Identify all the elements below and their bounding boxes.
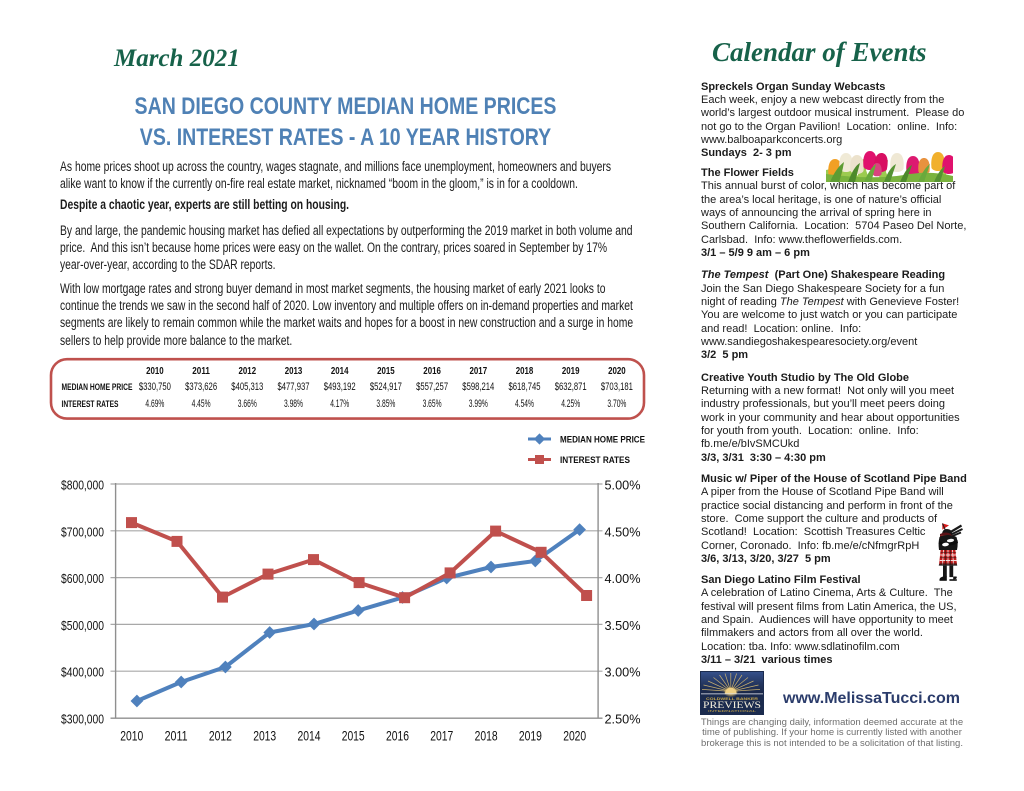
svg-text:$500,000: $500,000 xyxy=(61,618,104,633)
svg-text:$493,192: $493,192 xyxy=(324,381,356,393)
svg-text:2014: 2014 xyxy=(331,366,349,377)
svg-text:$598,214: $598,214 xyxy=(462,381,494,393)
svg-text:COLDWELL BANKER: COLDWELL BANKER xyxy=(706,697,759,701)
svg-text:$400,000: $400,000 xyxy=(61,665,104,680)
svg-text:INTEREST RATES: INTEREST RATES xyxy=(62,399,119,409)
svg-text:2012: 2012 xyxy=(239,366,257,377)
svg-text:2019: 2019 xyxy=(519,728,542,744)
svg-text:2013: 2013 xyxy=(285,366,303,377)
svg-text:2012: 2012 xyxy=(209,728,232,744)
svg-text:3.65%: 3.65% xyxy=(423,398,442,410)
svg-text:$600,000: $600,000 xyxy=(61,571,104,586)
svg-text:2018: 2018 xyxy=(475,728,498,744)
svg-text:2015: 2015 xyxy=(342,728,365,744)
svg-text:$632,871: $632,871 xyxy=(555,381,587,393)
svg-text:$373,626: $373,626 xyxy=(185,381,217,393)
svg-text:4.17%: 4.17% xyxy=(330,398,349,410)
svg-text:$700,000: $700,000 xyxy=(61,524,104,539)
svg-text:2016: 2016 xyxy=(386,728,409,744)
svg-text:3.66%: 3.66% xyxy=(238,398,257,410)
svg-text:$800,000: $800,000 xyxy=(61,478,104,493)
svg-text:2020: 2020 xyxy=(608,366,626,377)
svg-text:3.00%: 3.00% xyxy=(605,665,641,680)
svg-text:$330,750: $330,750 xyxy=(139,381,171,393)
svg-text:2015: 2015 xyxy=(377,366,395,377)
svg-text:2011: 2011 xyxy=(165,728,188,744)
svg-text:2020: 2020 xyxy=(563,728,586,744)
svg-text:4.54%: 4.54% xyxy=(515,398,534,410)
svg-text:4.50%: 4.50% xyxy=(605,524,641,539)
svg-text:2010: 2010 xyxy=(120,728,143,744)
svg-text:2011: 2011 xyxy=(192,366,210,377)
svg-text:$524,917: $524,917 xyxy=(370,381,402,393)
svg-text:2017: 2017 xyxy=(430,728,453,744)
svg-text:3.50%: 3.50% xyxy=(605,618,641,633)
svg-text:4.00%: 4.00% xyxy=(605,571,641,586)
svg-text:4.45%: 4.45% xyxy=(192,398,211,410)
svg-text:3.99%: 3.99% xyxy=(469,398,488,410)
svg-text:$405,313: $405,313 xyxy=(231,381,263,393)
svg-text:5.00%: 5.00% xyxy=(605,478,641,493)
svg-text:2013: 2013 xyxy=(253,728,276,744)
svg-text:$300,000: $300,000 xyxy=(61,712,104,727)
svg-text:INTEREST RATES: INTEREST RATES xyxy=(560,455,630,466)
svg-text:$477,937: $477,937 xyxy=(278,381,310,393)
svg-text:3.98%: 3.98% xyxy=(284,398,303,410)
svg-text:2018: 2018 xyxy=(516,366,534,377)
svg-text:4.69%: 4.69% xyxy=(145,398,164,410)
svg-text:$703,181: $703,181 xyxy=(601,381,633,393)
svg-text:MEDIAN HOME PRICE: MEDIAN HOME PRICE xyxy=(62,382,133,392)
svg-text:$618,745: $618,745 xyxy=(509,381,541,393)
svg-text:2.50%: 2.50% xyxy=(605,712,641,727)
svg-text:PREVIEWS: PREVIEWS xyxy=(703,701,761,711)
svg-text:3.85%: 3.85% xyxy=(376,398,395,410)
svg-text:MEDIAN HOME PRICE: MEDIAN HOME PRICE xyxy=(560,435,645,446)
svg-text:2010: 2010 xyxy=(146,366,164,377)
svg-text:2014: 2014 xyxy=(298,728,321,744)
svg-text:2019: 2019 xyxy=(562,366,580,377)
svg-text:3.70%: 3.70% xyxy=(607,398,626,410)
svg-text:4.25%: 4.25% xyxy=(561,398,580,410)
svg-text:INTERNATIONAL: INTERNATIONAL xyxy=(708,709,757,713)
svg-text:2017: 2017 xyxy=(470,366,488,377)
svg-text:$557,257: $557,257 xyxy=(416,381,448,393)
svg-text:2016: 2016 xyxy=(423,366,441,377)
